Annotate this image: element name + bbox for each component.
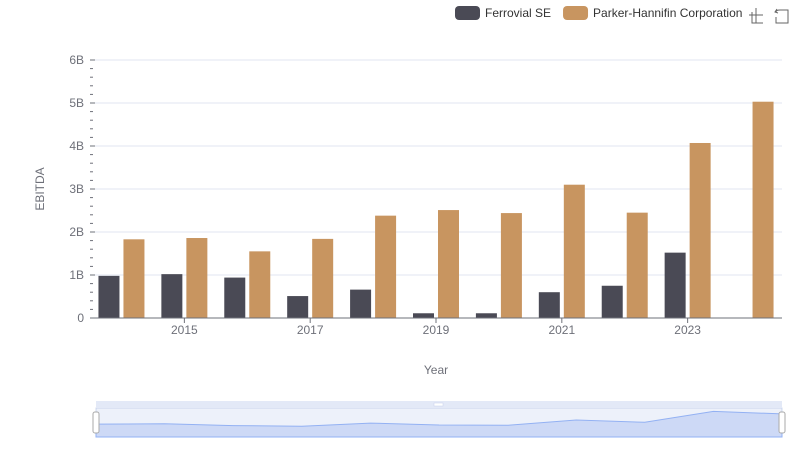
y-tick-label: 3B bbox=[69, 182, 84, 196]
bar-ferrovial-2016[interactable] bbox=[224, 277, 246, 318]
bar-parker-hannifin-2017[interactable] bbox=[312, 238, 334, 318]
bar-series bbox=[98, 101, 774, 319]
x-tick-label: 2019 bbox=[423, 323, 450, 337]
y-tick-label: 2B bbox=[69, 225, 84, 239]
bar-ferrovial-2020[interactable] bbox=[475, 313, 497, 318]
y-tick-label: 4B bbox=[69, 139, 84, 153]
legend: Ferrovial SE Parker-Hannifin Corporation bbox=[455, 6, 742, 20]
bar-parker-hannifin-2022[interactable] bbox=[626, 212, 648, 318]
legend-label: Ferrovial SE bbox=[485, 6, 551, 20]
y-axis-title: EBITDA bbox=[33, 167, 47, 210]
slider-handle-left[interactable] bbox=[92, 411, 100, 434]
zoom-icon[interactable] bbox=[749, 8, 763, 24]
bar-parker-hannifin-2021[interactable] bbox=[563, 184, 585, 318]
bar-parker-hannifin-2019[interactable] bbox=[438, 210, 459, 318]
legend-swatch bbox=[563, 6, 589, 20]
x-tick-label: 2021 bbox=[548, 323, 575, 337]
bar-ferrovial-2021[interactable] bbox=[538, 292, 560, 318]
legend-swatch bbox=[455, 6, 480, 20]
y-tick-label: 5B bbox=[69, 96, 84, 110]
bar-parker-hannifin-2020[interactable] bbox=[500, 213, 522, 318]
slider-data-shadow bbox=[95, 410, 783, 438]
y-axis: 0 1B 2B 3B 4B 5B 6B bbox=[69, 53, 84, 325]
slider-selected-range[interactable] bbox=[96, 408, 782, 437]
y-tick-label: 6B bbox=[69, 53, 84, 67]
bar-parker-hannifin-2015[interactable] bbox=[186, 238, 208, 318]
restore-icon[interactable] bbox=[774, 8, 789, 24]
y-axis-minor-ticks bbox=[90, 59, 95, 319]
legend-item-parker-hannifin[interactable]: Parker-Hannifin Corporation bbox=[563, 6, 742, 20]
y-tick-label: 1B bbox=[69, 268, 84, 282]
y-tick-label: 0 bbox=[77, 311, 84, 325]
bar-parker-hannifin-2023[interactable] bbox=[689, 142, 711, 318]
legend-label: Parker-Hannifin Corporation bbox=[593, 6, 742, 20]
x-tick-label: 2017 bbox=[297, 323, 324, 337]
slider-handle-right[interactable] bbox=[778, 411, 786, 434]
x-tick-label: 2015 bbox=[171, 323, 198, 337]
bar-parker-hannifin-2024[interactable] bbox=[752, 101, 774, 319]
x-axis: 2015 2017 2019 2021 2023 bbox=[171, 318, 701, 337]
bar-ferrovial-2018[interactable] bbox=[350, 289, 372, 318]
bar-ferrovial-2015[interactable] bbox=[161, 274, 183, 318]
bar-parker-hannifin-2014[interactable] bbox=[123, 239, 145, 318]
bar-ferrovial-2017[interactable] bbox=[287, 296, 309, 318]
bar-ferrovial-2023[interactable] bbox=[664, 252, 686, 318]
slider-move-handle[interactable] bbox=[433, 402, 444, 407]
legend-item-ferrovial[interactable]: Ferrovial SE bbox=[455, 6, 551, 20]
bar-ferrovial-2019[interactable] bbox=[413, 313, 434, 318]
bar-parker-hannifin-2016[interactable] bbox=[249, 251, 271, 318]
bar-parker-hannifin-2018[interactable] bbox=[375, 215, 397, 318]
x-tick-label: 2023 bbox=[674, 323, 701, 337]
data-zoom-slider[interactable] bbox=[92, 401, 786, 438]
x-axis-title: Year bbox=[424, 363, 448, 377]
bar-ferrovial-2014[interactable] bbox=[98, 275, 120, 318]
bar-ferrovial-2022[interactable] bbox=[601, 285, 623, 318]
